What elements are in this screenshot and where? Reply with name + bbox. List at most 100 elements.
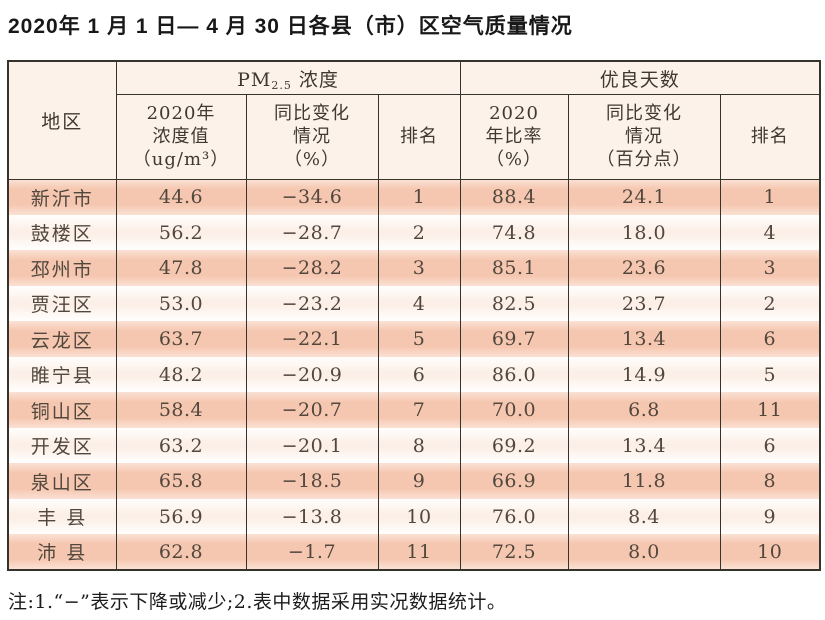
region-cell: 新沂市 xyxy=(7,179,117,215)
days-ratio-cell: 66.9 xyxy=(459,463,569,499)
days-rank-cell: 2 xyxy=(719,285,821,322)
days-change-cell: 11.8 xyxy=(567,463,721,499)
days-ratio-cell: 69.2 xyxy=(459,427,569,464)
days-ratio-cell: 76.0 xyxy=(459,498,569,535)
pm-change-cell: −20.9 xyxy=(245,356,379,393)
days-change-header: 同比变化 情况 （百分点） xyxy=(567,93,721,180)
good-days-group-header: 优良天数 xyxy=(459,60,821,95)
days-change-cell: 8.4 xyxy=(567,498,721,535)
days-rank-cell: 5 xyxy=(719,356,821,393)
days-rank-header: 排名 xyxy=(719,93,821,180)
pm-rank-cell: 5 xyxy=(377,321,461,357)
pm25-subscript: 2.5 xyxy=(271,78,292,92)
region-cell: 开发区 xyxy=(7,427,117,464)
pm-rank-cell: 10 xyxy=(377,498,461,535)
days-rank-cell: 1 xyxy=(719,179,821,215)
pm-value-cell: 63.2 xyxy=(115,427,247,464)
pm-rank-cell: 4 xyxy=(377,285,461,322)
sub-header-row: 2020年 浓度值 （ug/m³） 同比变化 情况 （%） 排名 2020 年比… xyxy=(8,93,821,180)
days-ratio-cell: 88.4 xyxy=(459,179,569,215)
pm-change-cell: −18.5 xyxy=(245,463,379,499)
days-ratio-header-line1: 2020 xyxy=(489,103,539,125)
days-ratio-cell: 70.0 xyxy=(459,392,569,428)
pm-change-cell: −28.2 xyxy=(245,250,379,286)
days-rank-cell: 3 xyxy=(719,250,821,286)
region-cell: 鼓楼区 xyxy=(7,214,117,251)
days-ratio-header: 2020 年比率 （%） xyxy=(459,93,569,180)
pm-rank-cell: 2 xyxy=(377,214,461,251)
pm-value-cell: 58.4 xyxy=(115,392,247,428)
pm-change-header-line2: 情况 xyxy=(293,126,331,148)
pm-rank-cell: 9 xyxy=(377,463,461,499)
group-header-row: 地区 PM2.5 浓度 优良天数 xyxy=(7,60,821,180)
footnote: 注:1.“−”表示下降或减少;2.表中数据采用实况数据统计。 xyxy=(8,590,507,613)
days-change-cell: 6.8 xyxy=(567,392,721,428)
pm-concentration-header: 2020年 浓度值 （ug/m³） xyxy=(115,93,247,180)
days-ratio-cell: 85.1 xyxy=(459,250,569,286)
table-row: 泉山区 65.8 −18.5 9 66.9 11.8 8 xyxy=(7,463,821,499)
pm-change-cell: −20.7 xyxy=(245,392,379,428)
days-rank-cell: 11 xyxy=(719,392,821,428)
table-row: 铜山区 58.4 −20.7 7 70.0 6.8 11 xyxy=(7,392,821,428)
pm-change-cell: −13.8 xyxy=(245,498,379,535)
table-row: 贾汪区 53.0 −23.2 4 82.5 23.7 2 xyxy=(7,285,821,322)
pm-change-cell: −28.7 xyxy=(245,214,379,251)
pm-rank-cell: 11 xyxy=(377,534,461,570)
region-column-header: 地区 xyxy=(7,60,117,180)
pm-value-cell: 48.2 xyxy=(115,356,247,393)
pm-change-cell: −23.2 xyxy=(245,285,379,322)
days-ratio-cell: 72.5 xyxy=(459,534,569,570)
region-cell: 云龙区 xyxy=(7,321,117,357)
pm-change-header-line1: 同比变化 xyxy=(274,103,350,125)
days-ratio-header-unit: （%） xyxy=(485,149,543,171)
pm-change-cell: −34.6 xyxy=(245,179,379,215)
pm-rank-header: 排名 xyxy=(377,93,461,180)
days-rank-cell: 10 xyxy=(719,534,821,570)
days-ratio-header-line2: 年比率 xyxy=(485,126,543,148)
pm25-label-suffix: 浓度 xyxy=(291,68,339,91)
pm-change-header: 同比变化 情况 （%） xyxy=(245,93,379,180)
days-rank-cell: 9 xyxy=(719,498,821,535)
days-ratio-cell: 82.5 xyxy=(459,285,569,322)
days-change-cell: 23.7 xyxy=(567,285,721,322)
table-row: 新沂市 44.6 −34.6 1 88.4 24.1 1 xyxy=(7,179,821,215)
days-change-cell: 8.0 xyxy=(567,534,721,570)
table-row: 丰 县 56.9 −13.8 10 76.0 8.4 9 xyxy=(7,498,821,535)
table-body: 新沂市 44.6 −34.6 1 88.4 24.1 1 鼓楼区 56.2 −2… xyxy=(7,179,821,570)
days-change-cell: 13.4 xyxy=(567,321,721,357)
region-cell: 睢宁县 xyxy=(7,356,117,393)
pm-change-cell: −20.1 xyxy=(245,427,379,464)
pm-value-cell: 63.7 xyxy=(115,321,247,357)
region-cell: 邳州市 xyxy=(7,250,117,286)
pm-rank-cell: 3 xyxy=(377,250,461,286)
pm-concentration-header-line2: 浓度值 xyxy=(152,126,210,148)
pm-change-header-unit: （%） xyxy=(283,149,341,171)
pm-rank-cell: 1 xyxy=(377,179,461,215)
table-row: 邳州市 47.8 −28.2 3 85.1 23.6 3 xyxy=(7,250,821,286)
table-row: 开发区 63.2 −20.1 8 69.2 13.4 6 xyxy=(7,427,821,464)
days-rank-cell: 6 xyxy=(719,427,821,464)
days-rank-cell: 6 xyxy=(719,321,821,357)
page-title: 2020年 1 月 1 日— 4 月 30 日各县（市）区空气质量情况 xyxy=(8,15,573,38)
days-ratio-cell: 74.8 xyxy=(459,214,569,251)
days-ratio-cell: 69.7 xyxy=(459,321,569,357)
pm-rank-cell: 8 xyxy=(377,427,461,464)
table-header: 地区 PM2.5 浓度 优良天数 2020年 浓度值 （ug/m³） 同比变化 … xyxy=(7,60,821,180)
days-change-cell: 23.6 xyxy=(567,250,721,286)
pm-value-cell: 56.2 xyxy=(115,214,247,251)
days-rank-cell: 4 xyxy=(719,214,821,251)
pm-value-cell: 47.8 xyxy=(115,250,247,286)
pm25-label-prefix: PM xyxy=(237,68,272,91)
pm-value-cell: 62.8 xyxy=(115,534,247,570)
pm-value-cell: 44.6 xyxy=(115,179,247,215)
pm-change-cell: −22.1 xyxy=(245,321,379,357)
pm-value-cell: 56.9 xyxy=(115,498,247,535)
region-cell: 沛 县 xyxy=(7,534,117,570)
pm-concentration-header-line1: 2020年 xyxy=(146,103,216,125)
days-change-cell: 24.1 xyxy=(567,179,721,215)
days-change-header-line1: 同比变化 xyxy=(606,103,682,125)
pm-rank-cell: 7 xyxy=(377,392,461,428)
days-change-header-unit: （百分点） xyxy=(596,149,692,171)
pm-rank-cell: 6 xyxy=(377,356,461,393)
